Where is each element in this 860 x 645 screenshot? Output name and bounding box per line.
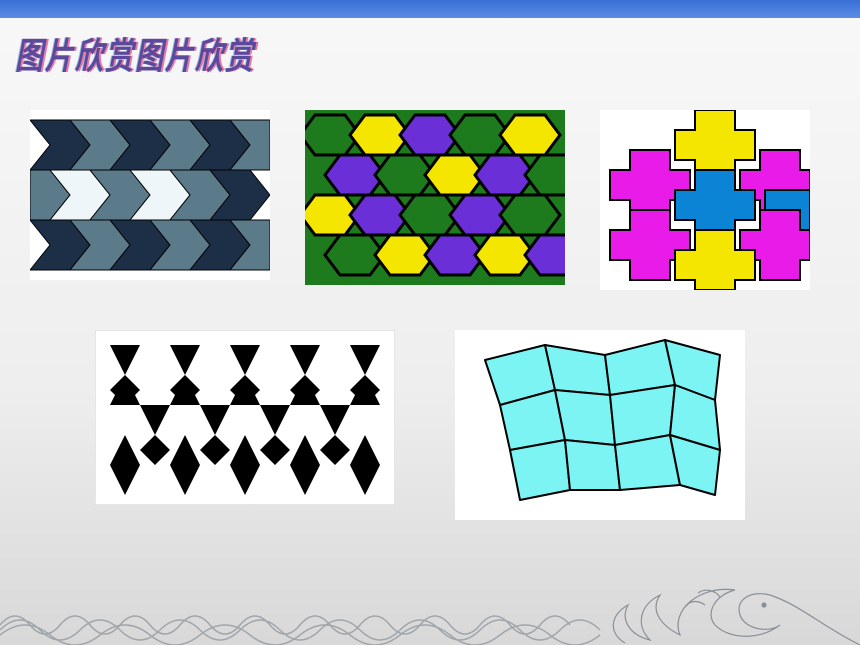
tile-hexagons [305, 110, 565, 285]
tile-triangles-hex [95, 330, 395, 505]
gallery [0, 110, 860, 520]
gallery-row-1 [0, 110, 860, 290]
page-title: 图片欣赏图片欣赏 [15, 28, 255, 80]
tile-crosses [600, 110, 810, 290]
tile-rhombi [455, 330, 745, 520]
tile-chevron [30, 110, 270, 280]
window-titlebar [0, 0, 860, 18]
footer-decoration [0, 585, 860, 645]
gallery-row-2 [0, 330, 860, 520]
